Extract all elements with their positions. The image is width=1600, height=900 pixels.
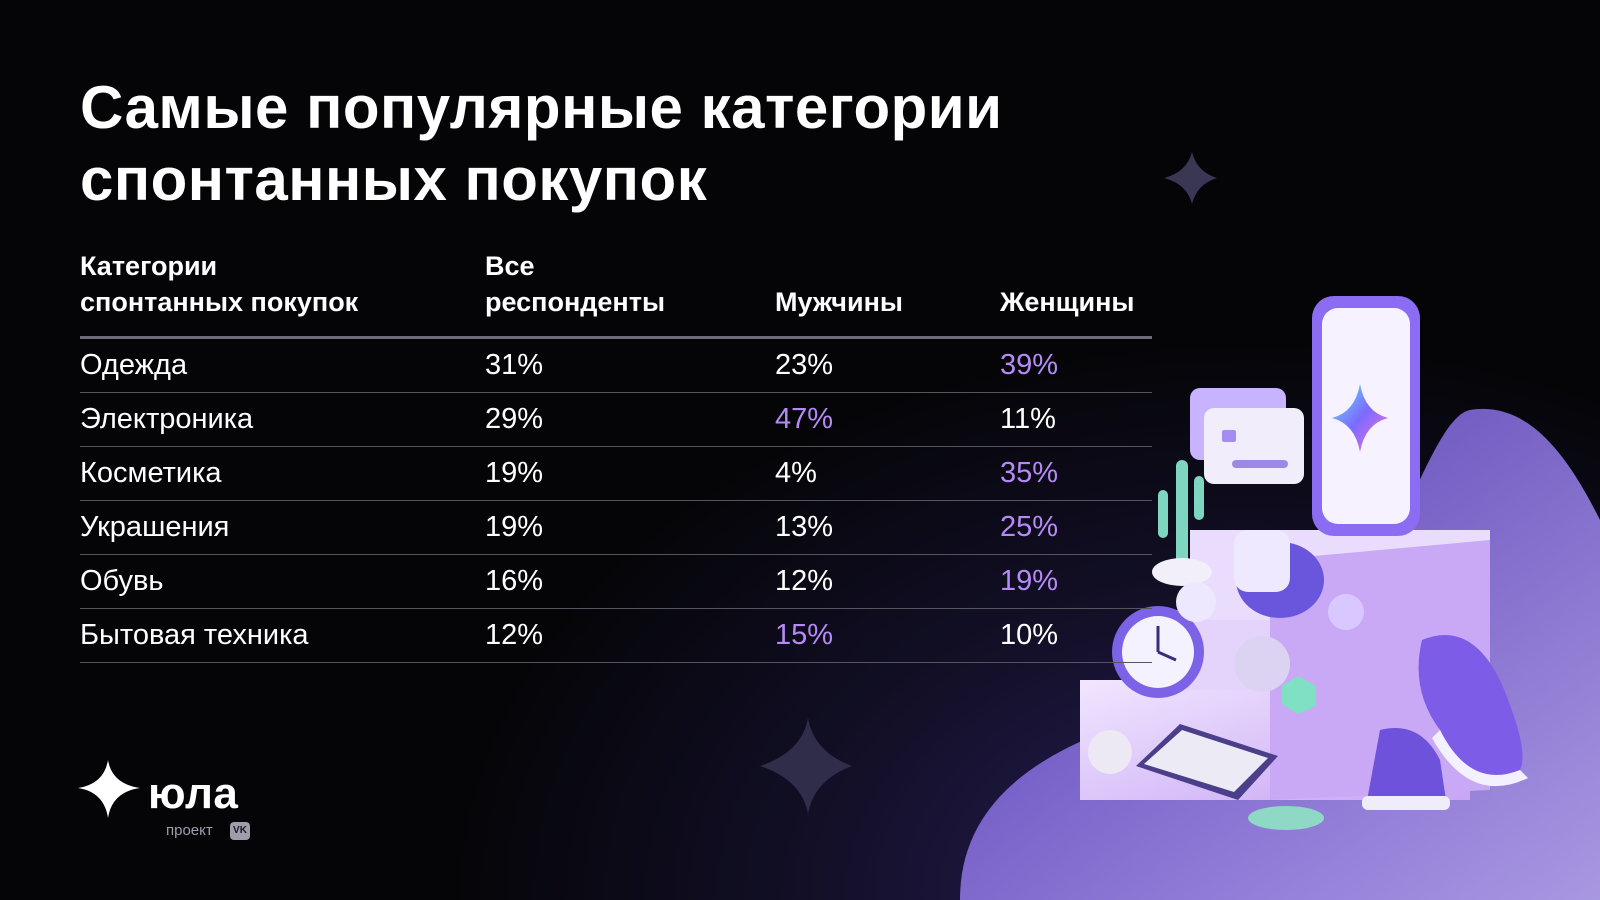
table-header-row: Категории спонтанных покупок Все респонд…: [80, 248, 1152, 339]
table-row: Украшения 19% 13% 25%: [80, 500, 1152, 555]
cell-men: 12%: [775, 554, 1000, 609]
cell-women: 25%: [1000, 500, 1152, 555]
title-line-1: Самые популярные категории: [80, 74, 1003, 141]
header-category-line1: Категории: [80, 251, 218, 281]
sparkle-star-top: [1164, 152, 1217, 204]
cell-women: 11%: [1000, 392, 1152, 447]
cell-all-respondents: 31%: [485, 337, 775, 393]
yula-logo: юла проект VK: [78, 758, 268, 848]
cell-category: Обувь: [80, 554, 485, 609]
cell-category: Одежда: [80, 337, 485, 393]
cell-men: 23%: [775, 337, 1000, 393]
cell-category: Украшения: [80, 500, 485, 555]
green-disc: [1248, 806, 1324, 830]
sparkle-star-bottom: [760, 718, 852, 814]
table-row: Одежда 31% 23% 39%: [80, 337, 1152, 393]
table-body: Одежда 31% 23% 39% Электроника 29% 47% 11% Косме…: [80, 337, 1152, 663]
sphere-ball-white: [1088, 730, 1132, 774]
table-row: Косметика 19% 4% 35%: [80, 446, 1152, 501]
table-row: Электроника 29% 47% 11%: [80, 392, 1152, 447]
gem-shape: [1282, 676, 1316, 714]
phone-sparkle: [1332, 384, 1388, 452]
cell-all-respondents: 19%: [485, 500, 775, 555]
logo-name: юла: [148, 769, 239, 818]
sponge-disc: [1234, 636, 1290, 692]
header-category: Категории спонтанных покупок: [80, 248, 485, 339]
cell-all-respondents: 16%: [485, 554, 775, 609]
vk-logo-icon: VK: [230, 822, 250, 840]
spontaneous-purchases-table: Категории спонтанных покупок Все респонд…: [80, 248, 1152, 663]
cell-men: 13%: [775, 500, 1000, 555]
header-women: Женщины: [1000, 248, 1152, 339]
cell-women: 19%: [1000, 554, 1152, 609]
sneaker-left: [1366, 728, 1446, 808]
cell-men: 47%: [775, 392, 1000, 447]
header-category-line2: спонтанных покупок: [80, 287, 359, 317]
cell-men: 15%: [775, 608, 1000, 663]
sneaker-right: [1418, 635, 1523, 775]
cell-women: 10%: [1000, 608, 1152, 663]
sphere-ball: [1328, 594, 1364, 630]
header-all-respondents: Все респонденты: [485, 248, 775, 339]
table-row: Обувь 16% 12% 19%: [80, 554, 1152, 609]
logo-subtitle: проект: [166, 822, 213, 839]
cactus-shape: [1176, 460, 1188, 570]
cell-all-respondents: 29%: [485, 392, 775, 447]
watch-face: [1234, 530, 1290, 592]
cell-women: 35%: [1000, 446, 1152, 501]
page-title: Самые популярные категории спонтанных по…: [80, 72, 1180, 216]
table-row: Бытовая техника 12% 15% 10%: [80, 608, 1152, 663]
header-all-line2: респонденты: [485, 287, 666, 317]
header-all-line1: Все: [485, 251, 535, 281]
cell-category: Электроника: [80, 392, 485, 447]
cell-men: 4%: [775, 446, 1000, 501]
card-shape-front: [1204, 408, 1304, 484]
cell-all-respondents: 12%: [485, 608, 775, 663]
header-men: Мужчины: [775, 248, 1000, 339]
logo-star-icon: [78, 760, 140, 818]
cell-category: Косметика: [80, 446, 485, 501]
cell-women: 39%: [1000, 337, 1152, 393]
cell-all-respondents: 19%: [485, 446, 775, 501]
cell-category: Бытовая техника: [80, 608, 485, 663]
title-line-2: спонтанных покупок: [80, 146, 708, 213]
